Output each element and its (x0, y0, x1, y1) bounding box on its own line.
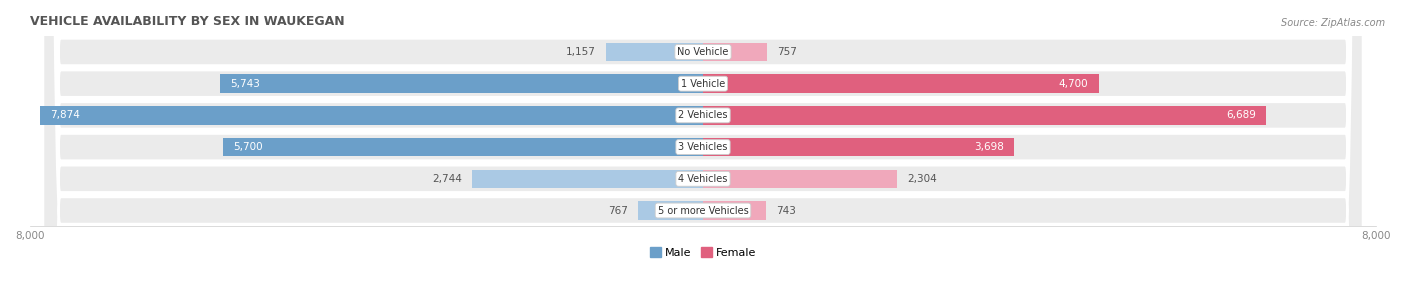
FancyBboxPatch shape (44, 0, 1362, 306)
Text: 4,700: 4,700 (1059, 79, 1088, 89)
Text: 5,700: 5,700 (233, 142, 263, 152)
Text: 5,743: 5,743 (229, 79, 260, 89)
Text: 7,874: 7,874 (51, 110, 80, 120)
Text: 5 or more Vehicles: 5 or more Vehicles (658, 206, 748, 215)
Bar (472, 170, 703, 188)
Bar (703, 74, 1098, 93)
FancyBboxPatch shape (44, 0, 1362, 306)
Text: VEHICLE AVAILABILITY BY SEX IN WAUKEGAN: VEHICLE AVAILABILITY BY SEX IN WAUKEGAN (30, 15, 344, 28)
FancyBboxPatch shape (44, 0, 1362, 306)
Bar (703, 201, 765, 220)
Text: 2,304: 2,304 (907, 174, 936, 184)
Text: 6,689: 6,689 (1226, 110, 1256, 120)
Text: 1 Vehicle: 1 Vehicle (681, 79, 725, 89)
Bar (703, 170, 897, 188)
Bar (224, 138, 703, 156)
Text: 2,744: 2,744 (432, 174, 463, 184)
Bar (41, 106, 703, 125)
Text: 3 Vehicles: 3 Vehicles (678, 142, 728, 152)
Bar (703, 43, 766, 61)
Bar (638, 201, 703, 220)
FancyBboxPatch shape (44, 0, 1362, 306)
Text: 1,157: 1,157 (565, 47, 596, 57)
Legend: Male, Female: Male, Female (645, 243, 761, 263)
Text: 2 Vehicles: 2 Vehicles (678, 110, 728, 120)
Bar (703, 106, 1265, 125)
FancyBboxPatch shape (44, 0, 1362, 306)
Bar (606, 43, 703, 61)
Text: 757: 757 (776, 47, 797, 57)
Text: 767: 767 (609, 206, 628, 215)
Text: 4 Vehicles: 4 Vehicles (678, 174, 728, 184)
Bar (703, 138, 1014, 156)
FancyBboxPatch shape (44, 0, 1362, 306)
Text: 3,698: 3,698 (974, 142, 1004, 152)
Text: No Vehicle: No Vehicle (678, 47, 728, 57)
Text: 743: 743 (776, 206, 796, 215)
Bar (219, 74, 703, 93)
Text: Source: ZipAtlas.com: Source: ZipAtlas.com (1281, 18, 1385, 28)
